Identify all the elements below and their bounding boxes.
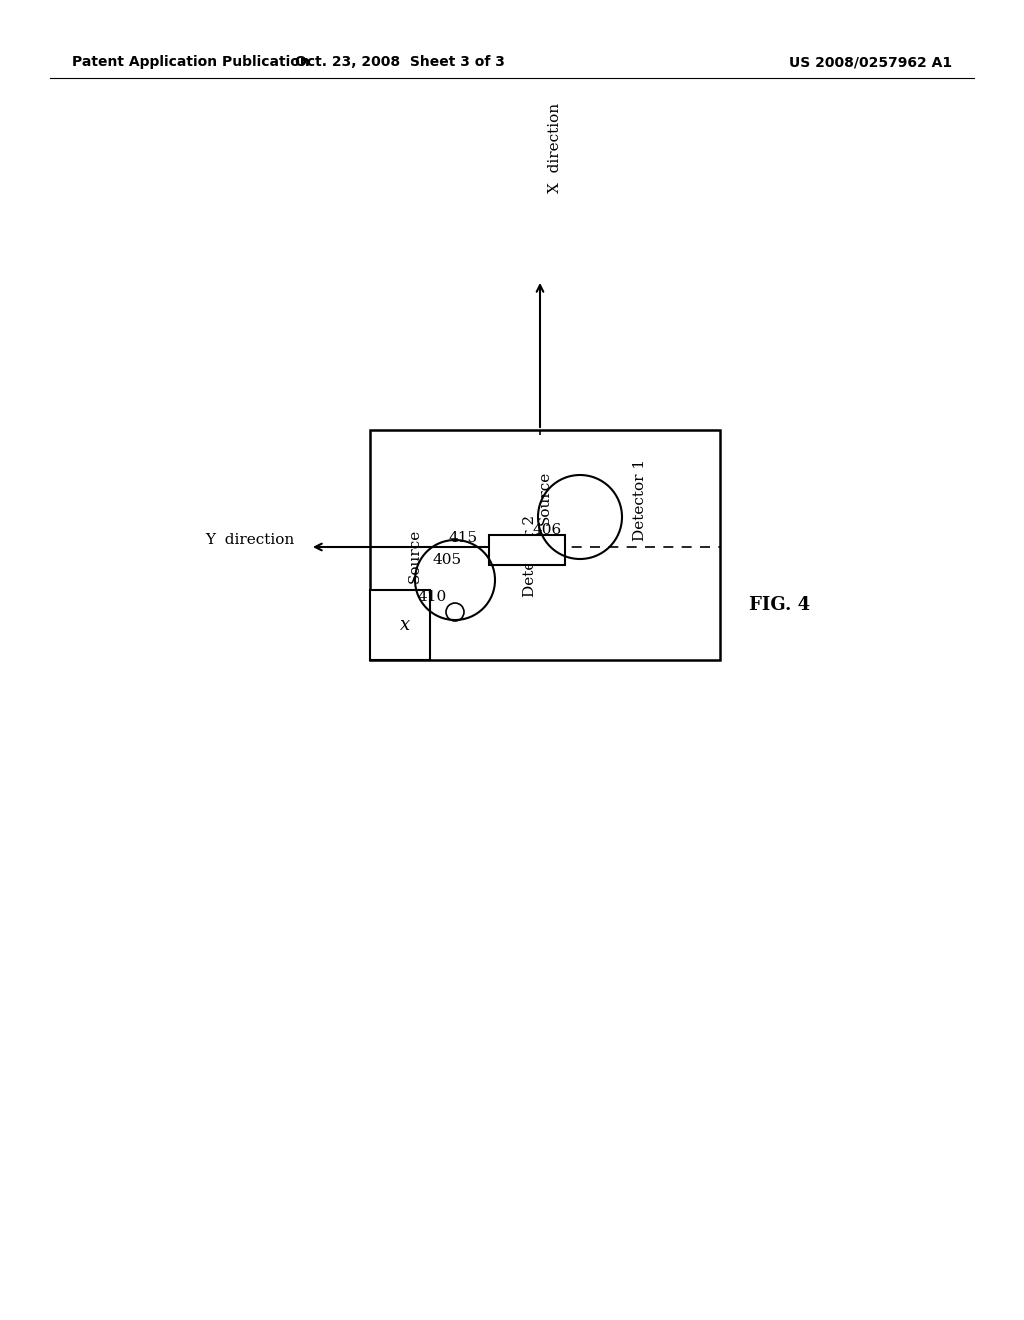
Text: US 2008/0257962 A1: US 2008/0257962 A1 bbox=[788, 55, 952, 69]
Text: Detector 1: Detector 1 bbox=[633, 459, 647, 541]
Text: FIG. 4: FIG. 4 bbox=[750, 597, 811, 614]
Bar bbox=[370, 590, 430, 660]
Text: Patent Application Publication: Patent Application Publication bbox=[72, 55, 309, 69]
Text: Y  direction: Y direction bbox=[206, 533, 295, 546]
Text: x: x bbox=[400, 616, 410, 634]
Text: 410: 410 bbox=[418, 590, 447, 605]
Text: 415: 415 bbox=[449, 531, 478, 545]
Bar bbox=[489, 535, 565, 565]
Text: Source: Source bbox=[408, 529, 422, 583]
Text: Oct. 23, 2008  Sheet 3 of 3: Oct. 23, 2008 Sheet 3 of 3 bbox=[295, 55, 505, 69]
Bar bbox=[370, 430, 720, 660]
Text: X  direction: X direction bbox=[548, 103, 562, 193]
Text: Detector 2: Detector 2 bbox=[523, 515, 537, 597]
Text: y: y bbox=[523, 544, 530, 557]
Text: 405: 405 bbox=[432, 553, 462, 568]
Text: 406: 406 bbox=[532, 523, 561, 537]
Text: Source: Source bbox=[538, 471, 552, 525]
